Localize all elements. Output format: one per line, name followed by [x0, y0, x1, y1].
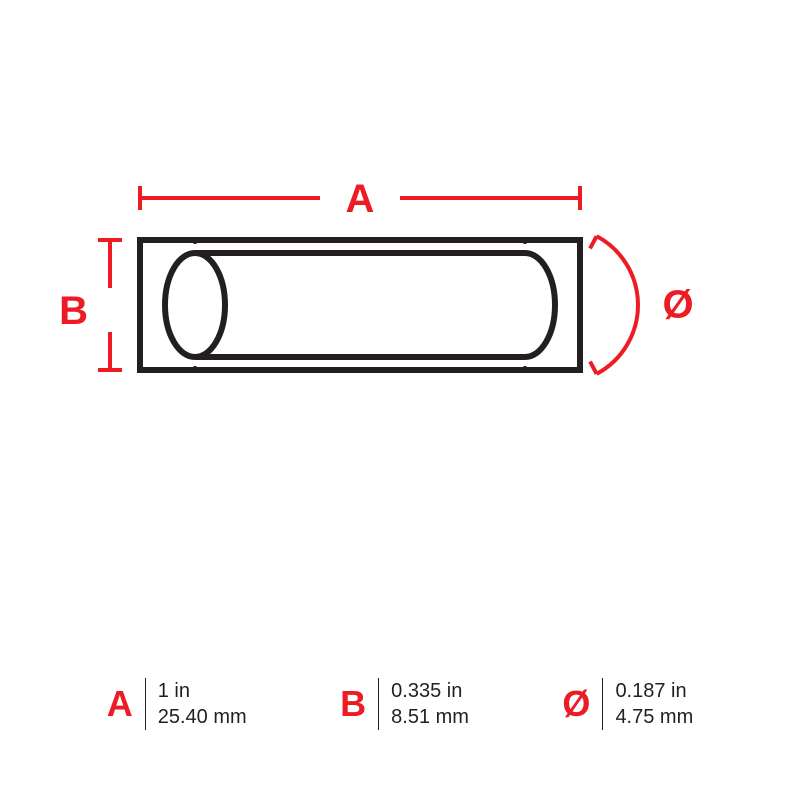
legend-divider: [378, 678, 379, 730]
legend-item-b: B 0.335 in 8.51 mm: [340, 678, 469, 730]
legend-divider: [602, 678, 603, 730]
tube-right-cap: [525, 253, 555, 357]
dim-a-label: A: [346, 177, 375, 221]
legend-values: 0.187 in 4.75 mm: [615, 678, 693, 730]
legend-letter: A: [107, 686, 145, 722]
tube-left-cap: [165, 253, 225, 357]
legend-letter: B: [340, 686, 378, 722]
legend-values: 0.335 in 8.51 mm: [391, 678, 469, 730]
dim-dia-serif: [590, 236, 597, 248]
diagram-container: A B Ø A 1 in 25.40 mm B 0.335 in 8.51 mm Ø…: [0, 0, 800, 800]
dim-dia-serif: [590, 362, 597, 374]
dim-dia-label: Ø: [662, 283, 693, 327]
legend-metric: 25.40 mm: [158, 704, 247, 730]
legend-item-a: A 1 in 25.40 mm: [107, 678, 247, 730]
legend-letter: Ø: [562, 686, 602, 722]
legend-imperial: 1 in: [158, 678, 247, 704]
legend-item-dia: Ø 0.187 in 4.75 mm: [562, 678, 693, 730]
legend-values: 1 in 25.40 mm: [158, 678, 247, 730]
legend-metric: 4.75 mm: [615, 704, 693, 730]
dim-dia-arc: [597, 236, 638, 374]
legend-imperial: 0.187 in: [615, 678, 693, 704]
legend-imperial: 0.335 in: [391, 678, 469, 704]
dim-b-label: B: [59, 289, 88, 333]
legend-divider: [145, 678, 146, 730]
legend-metric: 8.51 mm: [391, 704, 469, 730]
legend: A 1 in 25.40 mm B 0.335 in 8.51 mm Ø 0.1…: [0, 678, 800, 730]
